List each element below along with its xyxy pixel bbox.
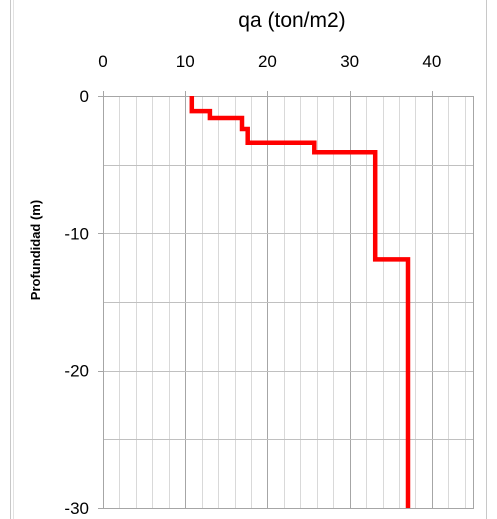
y-tick-label: 0 bbox=[80, 87, 89, 106]
x-tick-label: 40 bbox=[422, 52, 441, 71]
x-tick-labels: 0 10 20 30 40 bbox=[98, 52, 441, 96]
series-layer bbox=[189, 95, 411, 509]
x-tick-label: 0 bbox=[98, 52, 107, 71]
x-tick-label: 20 bbox=[258, 52, 277, 71]
grid-layer bbox=[103, 96, 473, 509]
y-axis-label: Profundidad (m) bbox=[28, 200, 43, 300]
plot-area-frame bbox=[103, 96, 474, 509]
y-tick-labels: 0 -10 -20 -30 bbox=[64, 87, 103, 518]
chart-title: qa (ton/m2) bbox=[238, 9, 345, 32]
y-tick-label: -30 bbox=[64, 499, 89, 518]
y-tick-label: -10 bbox=[64, 224, 89, 243]
x-tick-label: 10 bbox=[176, 52, 195, 71]
x-tick-label: 30 bbox=[340, 52, 359, 71]
y-tick-label: -20 bbox=[64, 362, 89, 381]
series-line-0 bbox=[189, 96, 411, 508]
